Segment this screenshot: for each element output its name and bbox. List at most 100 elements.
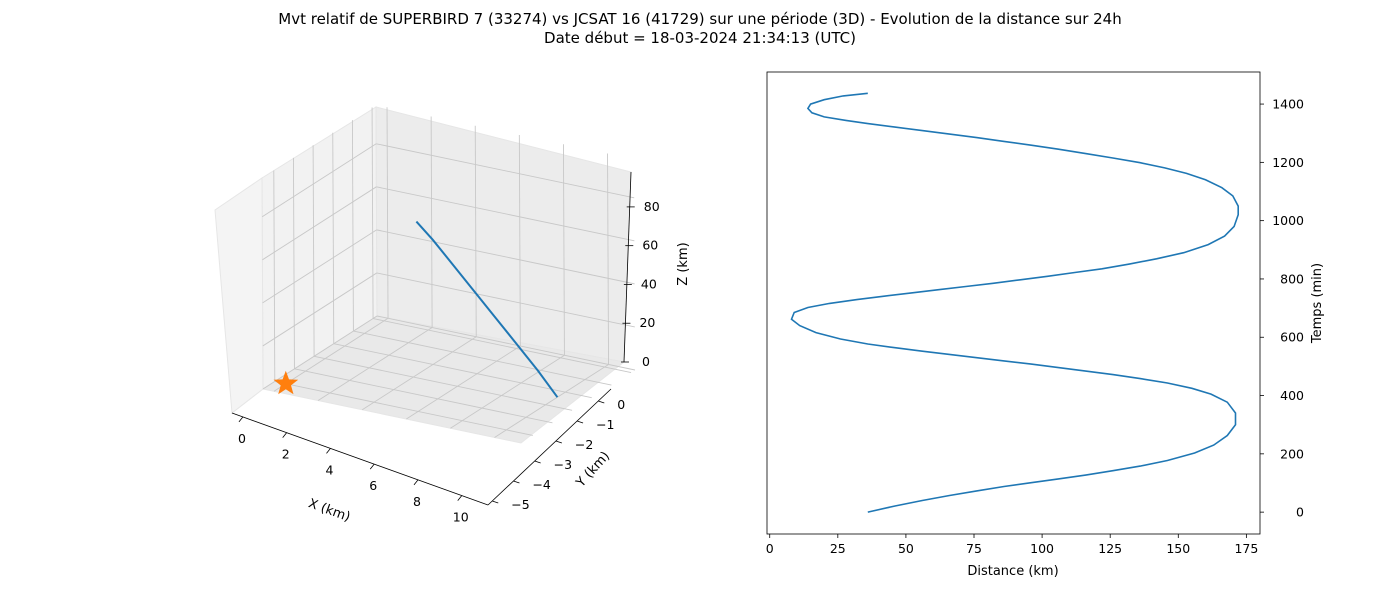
gridline-x [518, 134, 521, 347]
tick-label-x: 6 [369, 478, 377, 493]
tick-x [326, 448, 331, 454]
tick-label-x-2d: 75 [966, 541, 982, 556]
tick-label-y: −3 [554, 457, 572, 472]
tick-label-z: 20 [639, 315, 655, 330]
tick-label-x: 8 [413, 494, 421, 509]
gridline-x [607, 153, 609, 365]
y-axis-label: Y (km) [573, 449, 613, 491]
tick-label-z: 80 [644, 199, 660, 214]
distance-line [790, 92, 1239, 513]
gridline-z [262, 186, 377, 261]
gridline-x [406, 345, 521, 420]
gridline-x [474, 125, 477, 337]
x-axis-label: X (km) [306, 496, 352, 525]
tick-label-y-2d: 600 [1280, 330, 1304, 345]
tick-y [576, 420, 584, 424]
gridline-z [376, 315, 636, 371]
y-axis-label-2d: Temps (min) [1310, 263, 1325, 344]
tick-label-y: −4 [532, 477, 550, 492]
tick-label-x: 0 [238, 431, 246, 446]
tick-label-y: −2 [575, 437, 593, 452]
gridline-y [292, 157, 295, 369]
z-axis-line [623, 171, 632, 363]
gridline-x [494, 364, 609, 438]
gridline-y [274, 381, 533, 436]
gridline-y [353, 330, 612, 386]
x-axis-label-2d: Distance (km) [967, 564, 1058, 579]
tick-label-y-2d: 1000 [1272, 213, 1304, 228]
gridline-z [376, 229, 635, 285]
tick-label-y-2d: 200 [1280, 446, 1304, 461]
gridline-y [351, 120, 354, 332]
gridline-z [376, 272, 635, 328]
tick-label-z: 40 [641, 276, 657, 291]
tick-label-x-2d: 125 [1098, 541, 1122, 556]
gridline-z [262, 272, 378, 347]
figure-title: Mvt relatif de SUPERBIRD 7 (33274) vs JC… [278, 10, 1122, 28]
tick-label-x-2d: 0 [766, 541, 774, 556]
tick-y [534, 460, 541, 464]
pane-left [214, 177, 264, 414]
gridline-x [361, 336, 477, 411]
tick-x [413, 479, 419, 486]
gridline-z [261, 143, 377, 218]
tick-label-x: 4 [325, 462, 333, 477]
tick-label-y-2d: 800 [1280, 271, 1304, 286]
gridline-x [386, 107, 389, 319]
gridline-z [262, 229, 377, 304]
tick-y [492, 500, 499, 504]
tick-label-y: 0 [617, 397, 625, 412]
plot-frame [766, 71, 1261, 535]
tick-x [238, 416, 244, 423]
tick-label-y: −5 [511, 497, 529, 512]
tick-label-z: 60 [642, 238, 658, 253]
tick-label-x-2d: 50 [898, 541, 914, 556]
plot-2d: 0 25 50 75 100 125 150 175 0 200 400 600 800 1000 1200… [766, 71, 1325, 579]
tick-label-z: 0 [642, 354, 650, 369]
gridline-x [430, 116, 433, 328]
tick-label-x-2d: 150 [1166, 541, 1190, 556]
tick-label-x-2d: 25 [830, 541, 846, 556]
gridline-y [273, 170, 276, 382]
tick-y [555, 440, 562, 444]
gridline-z [376, 186, 635, 242]
gridline-y [312, 145, 315, 357]
gridline-y [371, 107, 374, 319]
ticks-2d: 0 25 50 75 100 125 150 175 0 200 400 600 800 1000 1200… [766, 97, 1304, 556]
figure-subtitle: Date début = 18-03-2024 21:34:13 (UTC) [544, 29, 856, 47]
y-axis-line [487, 388, 612, 506]
tick-label-y: −1 [596, 417, 614, 432]
gridline-y [294, 368, 553, 424]
gridline-y [332, 132, 335, 344]
tick-label-y-2d: 400 [1280, 388, 1304, 403]
x-axis-line [231, 412, 489, 506]
gridline-y [333, 343, 592, 399]
tick-y [513, 480, 520, 484]
tick-y [598, 400, 605, 404]
gridline-z [262, 315, 378, 390]
tick-label-y-2d: 1200 [1272, 155, 1304, 170]
gridline-z [376, 143, 635, 199]
origin-star-marker [273, 370, 299, 395]
gridline-x [562, 144, 565, 356]
grid-3d [261, 107, 636, 438]
tick-label-x-2d: 175 [1234, 541, 1258, 556]
gridline-x [450, 354, 565, 429]
tick-x [369, 463, 375, 470]
tick-label-y-2d: 0 [1296, 505, 1304, 520]
tick-label-y-2d: 1400 [1272, 97, 1304, 112]
tick-label-x: 10 [453, 510, 469, 525]
tick-label-x-2d: 100 [1030, 541, 1054, 556]
tick-label-x: 2 [282, 447, 290, 462]
gridline-y [314, 355, 573, 411]
gridline-y [372, 318, 632, 373]
trajectory-line [415, 220, 559, 398]
gridline-x [273, 317, 389, 392]
tick-x [457, 495, 463, 501]
z-axis-label: Z (km) [676, 242, 691, 285]
tick-x [282, 432, 288, 438]
gridline-x [317, 327, 433, 401]
